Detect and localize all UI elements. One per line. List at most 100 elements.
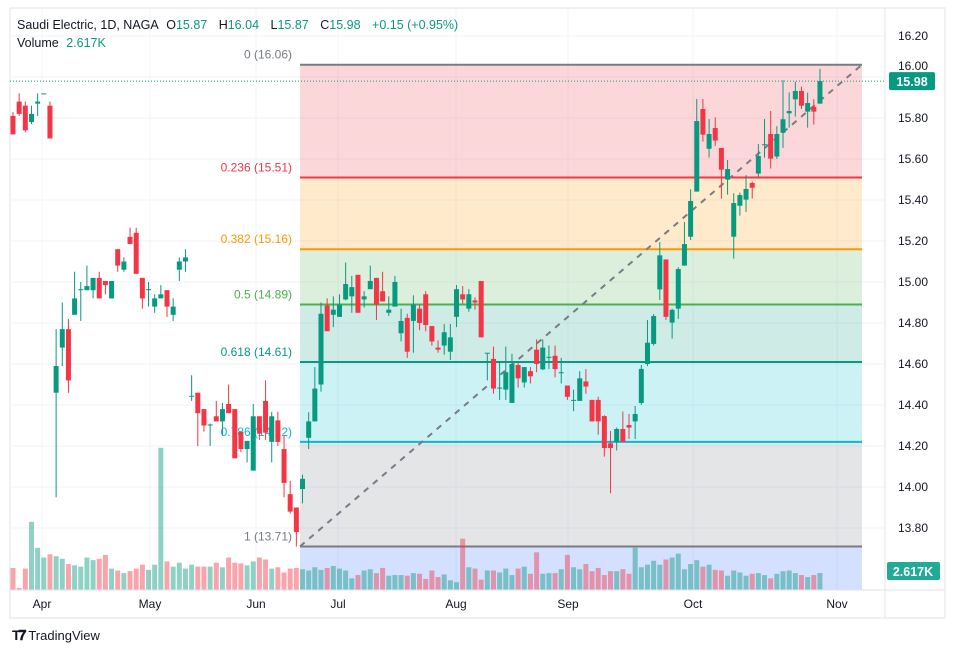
candle-body [503, 372, 509, 390]
candle-body [404, 317, 410, 352]
volume-bar [121, 573, 127, 590]
candle-body [109, 280, 115, 299]
volume-bar [250, 561, 256, 590]
volume-bar [367, 569, 373, 590]
candle-body [96, 277, 102, 299]
volume-bar [546, 573, 552, 590]
volume-bar [423, 578, 429, 590]
legend-ohlc-row: Saudi Electric, 1D, NAGA O15.87 H16.04 L… [17, 16, 462, 34]
fib-retracement[interactable]: 0 (16.06) 0.236 (15.51) 0.382 (15.16) 0.5 (… [221, 48, 863, 590]
y-tick-label: 14.00 [898, 480, 928, 494]
candle-body [657, 255, 663, 290]
candle-body [300, 478, 306, 490]
candle-body [139, 277, 145, 299]
candle-body [780, 119, 786, 133]
candle-body [552, 355, 558, 370]
candle-body [614, 428, 620, 442]
x-tick-label: Sep [557, 597, 579, 611]
candle-body [638, 368, 644, 403]
volume-bar [336, 568, 342, 590]
volume-bar [490, 570, 496, 590]
volume-bar [300, 569, 306, 590]
candle-body [435, 347, 441, 350]
candle-body [688, 201, 694, 237]
volume-bar [657, 564, 663, 590]
candle-body [651, 316, 657, 344]
volume-bar [515, 568, 521, 590]
volume-bar [287, 568, 293, 590]
candle-body [792, 90, 798, 100]
candle-body [312, 388, 318, 422]
volume-bar [441, 574, 447, 590]
volume-bar [293, 567, 299, 590]
volume-bar [595, 567, 601, 590]
candle-body [244, 440, 250, 450]
candle-body [189, 395, 195, 397]
candle-body [115, 249, 121, 266]
candle-body [441, 332, 447, 346]
candle-body [373, 277, 379, 305]
fib-level-label: 0.5 (14.89) [234, 288, 292, 302]
volume-bar [571, 567, 577, 590]
candle-body [564, 385, 570, 397]
fib-zone [300, 304, 862, 362]
candle-body [133, 232, 139, 274]
candle-body [336, 304, 342, 317]
candle-body [152, 298, 158, 307]
volume-bar [694, 560, 700, 590]
candle-body [330, 309, 336, 315]
volume-bar [768, 578, 774, 590]
volume-bar [152, 564, 158, 590]
brand-name: TradingView [28, 628, 100, 643]
volume-bars [10, 447, 823, 590]
candle-body [263, 400, 269, 433]
candle-body [577, 378, 583, 401]
volume-label[interactable]: Volume [17, 36, 59, 50]
close-group: C15.98 [320, 18, 364, 32]
candle-body [669, 309, 675, 323]
volume-bar [780, 571, 786, 590]
volume-bar [53, 556, 59, 590]
volume-bar [663, 559, 669, 590]
volume-bar [688, 564, 694, 590]
volume-bar [139, 564, 145, 590]
candle-body [644, 342, 650, 364]
candle-body [410, 304, 416, 321]
tradingview-brand[interactable]: T𝟕 TradingView [12, 627, 100, 644]
volume-bar [737, 572, 743, 590]
volume-bar [762, 575, 768, 590]
volume-bar [238, 563, 244, 590]
candle-body [472, 300, 478, 303]
volume-bar [725, 575, 731, 590]
volume-bar [90, 560, 96, 590]
candle-body [663, 259, 669, 317]
volume-bar [201, 566, 207, 590]
x-tick-label: May [139, 597, 162, 611]
volume-bar [386, 575, 392, 590]
volume-bar [706, 564, 712, 590]
candle-body [386, 309, 392, 313]
candle-body [632, 414, 638, 422]
volume-bar [170, 566, 176, 590]
x-tick-label: Apr [33, 597, 52, 611]
volume-bar [96, 558, 102, 590]
volume-bar [115, 570, 121, 590]
volume-bar [552, 573, 558, 590]
candle-body [718, 147, 724, 170]
candle-body [84, 286, 90, 291]
volume-bar [398, 575, 404, 590]
x-tick-label: Nov [826, 597, 847, 611]
candle-body [694, 121, 700, 192]
last-price-badge [889, 72, 935, 91]
volume-bar [213, 562, 219, 590]
chart-legend: Saudi Electric, 1D, NAGA O15.87 H16.04 L… [17, 16, 462, 52]
symbol-title[interactable]: Saudi Electric, 1D, NAGA [17, 18, 159, 32]
volume-bar [749, 573, 755, 590]
candle-body [712, 128, 718, 141]
candle-body [521, 367, 527, 383]
candle-body [22, 105, 28, 131]
volume-bar [232, 562, 238, 590]
candle-body [361, 296, 367, 300]
candle-body [786, 111, 792, 114]
